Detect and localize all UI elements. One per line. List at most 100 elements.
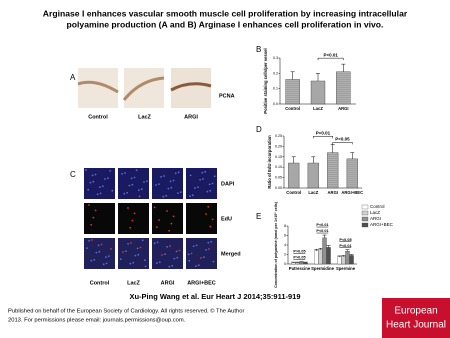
- cell: [192, 245, 195, 248]
- cell: [172, 179, 175, 182]
- cell: [92, 216, 95, 219]
- cell: [127, 243, 129, 245]
- y-tick-label: 4: [284, 243, 286, 247]
- cell: [134, 254, 137, 257]
- footer: Published on behalf of the European Soci…: [8, 308, 244, 315]
- cell: [163, 175, 165, 177]
- cell: [105, 256, 107, 258]
- bracket: [332, 142, 353, 145]
- cell: [100, 243, 103, 246]
- cell: [102, 263, 105, 266]
- panel-letter: B: [256, 45, 261, 54]
- column-label: LacZ: [127, 280, 140, 286]
- cell: [110, 248, 112, 250]
- cell: [158, 183, 160, 186]
- annotation: P<0.01: [316, 131, 331, 136]
- legend-label: ARGI: [370, 216, 381, 221]
- cell: [209, 189, 212, 192]
- annotation: P>0.05: [293, 256, 305, 260]
- cell: [210, 240, 213, 243]
- column-label: ARGI: [184, 114, 198, 120]
- cell: [129, 226, 132, 229]
- panel-letter: E: [256, 212, 261, 221]
- cell: [166, 210, 168, 212]
- cell: [138, 189, 140, 192]
- cell: [189, 195, 191, 198]
- cell: [155, 226, 158, 229]
- x-tick-label: ARGI+BEC: [341, 190, 363, 195]
- cell: [85, 169, 87, 171]
- image: [124, 68, 164, 108]
- annotation: P<0.01: [339, 244, 351, 248]
- cell: [90, 259, 93, 262]
- cell: [130, 177, 133, 180]
- annotation: P>0.05: [293, 250, 305, 254]
- cell: [179, 191, 182, 194]
- cell: [86, 247, 88, 250]
- cell: [167, 187, 170, 190]
- cell: [93, 258, 96, 261]
- panel-letter: D: [256, 125, 262, 134]
- cell: [208, 248, 210, 250]
- cell: [99, 192, 102, 195]
- cell: [155, 184, 157, 186]
- cell: [162, 195, 165, 198]
- x-tick-label: LacZ: [313, 106, 323, 111]
- cell: [92, 180, 95, 183]
- panel-a-images: [77, 68, 212, 108]
- cell: [170, 186, 173, 189]
- cell: [156, 241, 159, 244]
- column-label: LacZ: [138, 114, 151, 120]
- y-tick-label: 2: [284, 252, 286, 256]
- cell: [176, 256, 179, 259]
- x-tick-label: Spermine: [336, 266, 356, 271]
- cell: [166, 246, 169, 248]
- cell: [178, 249, 181, 252]
- cell: [129, 262, 132, 265]
- cell: [138, 195, 141, 198]
- cell: [158, 261, 161, 264]
- annotation: P<0.01: [323, 52, 338, 57]
- panel-letter: A: [70, 73, 76, 82]
- cell: [88, 204, 90, 206]
- cell: [177, 192, 179, 195]
- cell: [94, 209, 97, 212]
- cell: [95, 251, 98, 254]
- cell: [195, 265, 197, 267]
- logo-text: Heart Journal: [386, 320, 446, 331]
- cell: [144, 265, 147, 268]
- cell: [160, 176, 163, 178]
- cell: [99, 186, 101, 189]
- y-tick-label: 0.15: [275, 155, 282, 159]
- cell: [173, 257, 176, 260]
- cell: [97, 244, 100, 247]
- cell: [174, 172, 177, 175]
- cell: [111, 189, 114, 192]
- cell: [133, 176, 136, 179]
- bar: [307, 162, 319, 189]
- cell: [197, 186, 199, 189]
- y-tick-label: 0.05: [275, 176, 282, 180]
- legend-label: Control: [370, 204, 385, 209]
- cell: [165, 194, 168, 197]
- image: [84, 238, 115, 269]
- y-tick-label: 6: [284, 233, 286, 237]
- annotation: P<0.01: [316, 223, 328, 227]
- cell: [204, 170, 207, 173]
- row-label: DAPI: [221, 181, 235, 187]
- x-tick-label: ARGI: [328, 190, 338, 195]
- image: [118, 238, 149, 269]
- y-tick-label: 0.1: [273, 87, 278, 91]
- cell: [169, 180, 172, 183]
- cell: [170, 222, 173, 225]
- cell: [109, 170, 111, 172]
- y-tick-label: 0.00: [275, 186, 282, 190]
- cell: [172, 215, 175, 218]
- cell: [144, 259, 146, 261]
- cell: [161, 254, 163, 256]
- y-tick-label: 8: [284, 224, 286, 228]
- column-label: ARGI+BEC: [187, 280, 216, 286]
- legend-swatch: [361, 210, 369, 216]
- bar: [314, 250, 319, 265]
- column-label: Control: [88, 114, 108, 120]
